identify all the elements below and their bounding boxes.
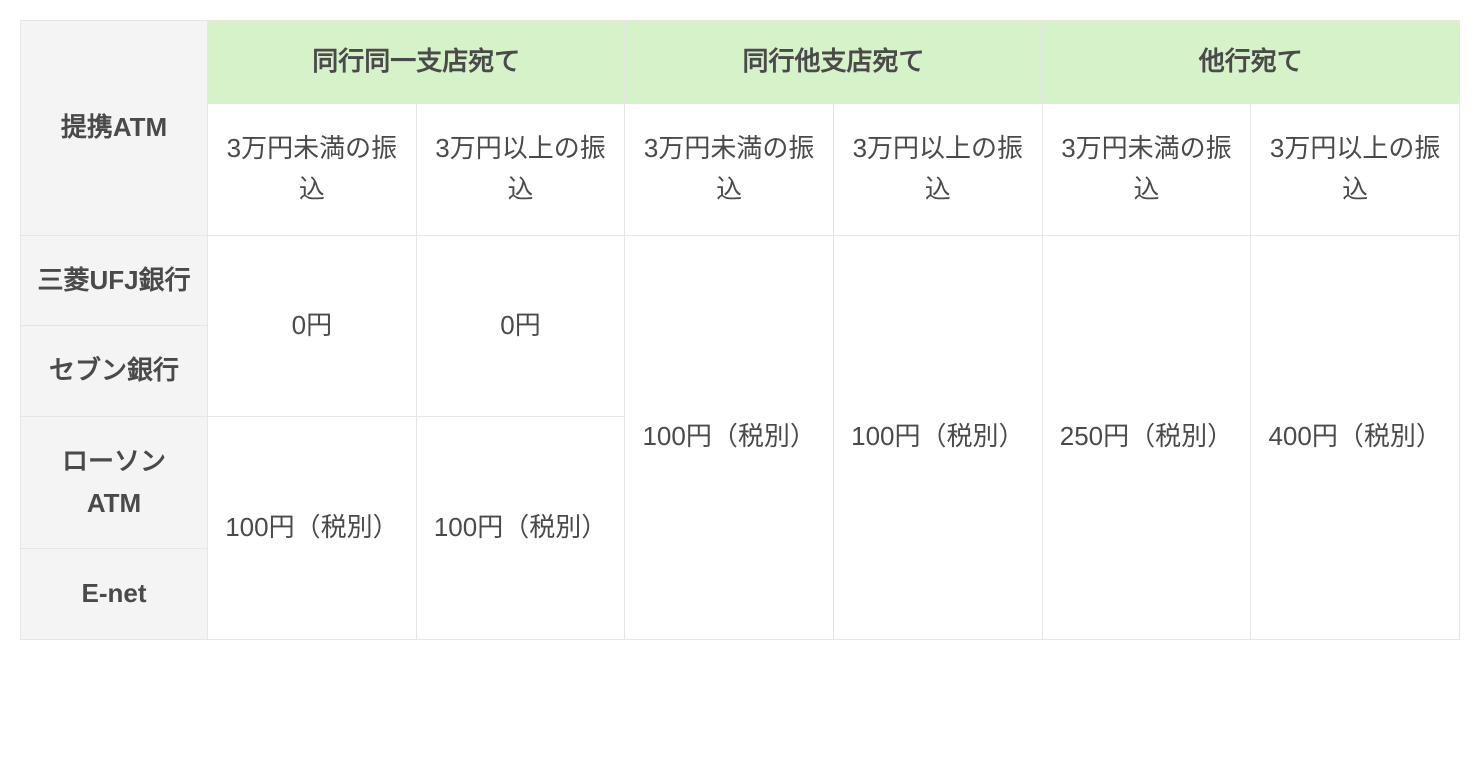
cell-other-branch-under: 100円（税別）	[625, 235, 834, 639]
row-mufg: 三菱UFJ銀行	[21, 235, 208, 326]
subcol-other-branch-over: 3万円以上の振込	[833, 103, 1042, 235]
subcol-same-branch-under: 3万円未満の振込	[208, 103, 417, 235]
cell-other-branch-over: 100円（税別）	[833, 235, 1042, 639]
table-row: 三菱UFJ銀行 0円 0円 100円（税別） 100円（税別） 250円（税別）…	[21, 235, 1460, 326]
cell-other-bank-under: 250円（税別）	[1042, 235, 1251, 639]
subcol-same-branch-over: 3万円以上の振込	[416, 103, 625, 235]
cell-same-branch-over-upper: 0円	[416, 235, 625, 416]
cell-other-bank-over: 400円（税別）	[1251, 235, 1460, 639]
corner-header: 提携ATM	[21, 21, 208, 236]
cell-same-branch-over-lower: 100円（税別）	[416, 416, 625, 639]
subcol-other-branch-under: 3万円未満の振込	[625, 103, 834, 235]
row-seven: セブン銀行	[21, 326, 208, 417]
row-lawson: ローソンATM	[21, 416, 208, 548]
col-group-other-branch: 同行他支店宛て	[625, 21, 1042, 104]
row-enet: E-net	[21, 549, 208, 640]
subcol-other-bank-under: 3万円未満の振込	[1042, 103, 1251, 235]
cell-same-branch-under-upper: 0円	[208, 235, 417, 416]
col-group-other-bank: 他行宛て	[1042, 21, 1459, 104]
cell-same-branch-under-lower: 100円（税別）	[208, 416, 417, 639]
atm-fee-table: 提携ATM 同行同一支店宛て 同行他支店宛て 他行宛て 3万円未満の振込 3万円…	[20, 20, 1460, 640]
subcol-other-bank-over: 3万円以上の振込	[1251, 103, 1460, 235]
col-group-same-branch: 同行同一支店宛て	[208, 21, 625, 104]
